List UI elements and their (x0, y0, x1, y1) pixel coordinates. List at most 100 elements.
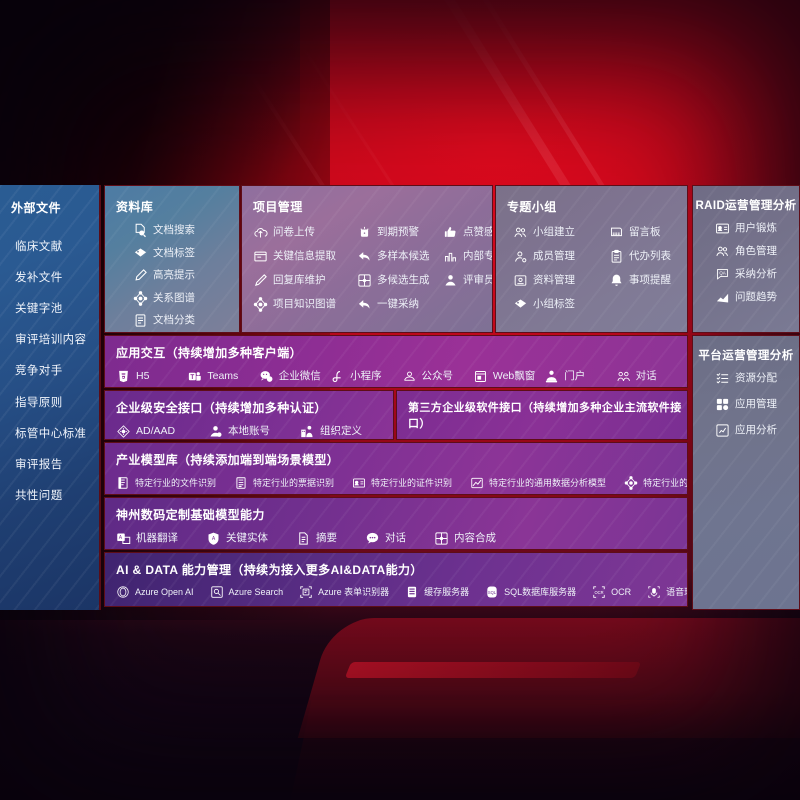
sidebar-item-standards-center[interactable]: 标管中心标准 (15, 427, 87, 440)
ai-item-ocr[interactable]: OCR OCR (592, 585, 631, 599)
security-item-label: 本地账号 (228, 425, 270, 438)
platform-item-app-management[interactable]: 应用管理 (715, 397, 799, 412)
sidebar-item-common-issues[interactable]: 共性问题 (15, 490, 63, 503)
library-item-highlight-hint[interactable]: 高亮提示 (133, 268, 239, 283)
shenzhou-item-summary[interactable]: 摘要 (296, 531, 337, 546)
translate-icon: A (116, 531, 131, 546)
project-item-reply-library[interactable]: 回复库维护 (253, 273, 357, 288)
team-item-group-tag[interactable]: 小组标签 (513, 297, 609, 312)
person-portrait-icon (443, 273, 458, 288)
raid-item-role-management[interactable]: 角色管理 (715, 244, 799, 259)
cache-server-icon (405, 585, 419, 599)
graph-network-icon (133, 290, 148, 306)
team-item-create-group[interactable]: 小组建立 (513, 225, 609, 240)
ai-item-sql-database-server[interactable]: SQL SQL数据库服务器 (485, 585, 576, 599)
app-item-dialog[interactable]: 对话 (616, 369, 687, 384)
team-item-label: 代办列表 (629, 250, 671, 263)
platform-item-app-analysis[interactable]: 应用分析 (715, 423, 799, 438)
shenzhou-item-content-synthesis[interactable]: 内容合成 (434, 531, 496, 546)
library-item-document-category[interactable]: 文档分类 (133, 313, 239, 328)
graph-network-icon (624, 476, 638, 490)
app-item-miniprogram[interactable]: 小程序 (330, 369, 401, 384)
industry-item-file-recognition[interactable]: 特定行业的文件识别 (116, 476, 216, 490)
raid-item-user-training[interactable]: 用户锻炼 (715, 221, 799, 236)
shenzhou-item-dialog[interactable]: 对话 (365, 531, 406, 546)
library-item-relation-graph[interactable]: 关系图谱 (133, 290, 239, 306)
summary-doc-icon (296, 531, 311, 546)
id-card-icon (715, 221, 730, 236)
industry-item-knowledge-graph-model[interactable]: 特定行业的通用知识图谱模型 (624, 476, 687, 490)
team-item-material-management[interactable]: 资料管理 (513, 273, 609, 288)
third-party-interface-panel: 第三方企业级软件接口（持续增加多种企业主流软件接口） API自动化设计器 (396, 390, 688, 440)
project-item-label: 项目知识图谱 (273, 298, 336, 311)
app-item-official-account[interactable]: 公众号 (402, 369, 473, 384)
shenzhou-item-machine-translation[interactable]: A 机器翻译 (116, 531, 178, 546)
sidebar-item-keyword-pool[interactable]: 关键字池 (15, 302, 63, 315)
app-item-wecom[interactable]: 企业微信 (259, 369, 330, 384)
industry-item-receipt-recognition[interactable]: 特定行业的票据识别 (234, 476, 334, 490)
project-item-multi-candidate-gen[interactable]: 多候选生成 (357, 273, 443, 288)
app-interaction-panel: 应用交互（持续增加多种客户端） H5 Teams 企业微信 小程序 (104, 335, 688, 388)
app-item-teams[interactable]: Teams (187, 369, 258, 384)
person-gear-icon (513, 249, 528, 264)
tag-icon (513, 297, 528, 312)
security-item-local-account[interactable]: 本地账号 (208, 424, 300, 439)
raid-item-issue-trend[interactable]: 问题趋势 (715, 290, 799, 305)
openai-icon (116, 585, 130, 599)
project-item-survey-upload[interactable]: 问卷上传 (253, 225, 357, 240)
team-item-member-management[interactable]: 成员管理 (513, 249, 609, 264)
miniprogram-icon (330, 369, 345, 384)
project-item-knowledge-graph[interactable]: 项目知识图谱 (253, 297, 357, 312)
security-item-ad-aad[interactable]: AD/AAD (116, 424, 208, 439)
team-item-event-reminder[interactable]: 事项提醒 (609, 273, 687, 288)
speech-icon (647, 585, 661, 599)
ai-item-cache-server[interactable]: 缓存服务器 (405, 585, 469, 599)
project-item-one-click-adopt[interactable]: 一键采纳 (357, 297, 443, 312)
project-item-multi-sample-candidate[interactable]: 多样本候选 (357, 249, 443, 264)
library-item-document-search[interactable]: 文档搜索 (133, 223, 239, 238)
project-item-internal-expert-rank[interactable]: 内部专家排名 (443, 249, 492, 264)
project-item-reviewer-profile[interactable]: 评审员画像 (443, 273, 492, 288)
app-item-h5[interactable]: H5 (116, 369, 187, 384)
shenzhou-item-key-entity[interactable]: A 关键实体 (206, 531, 268, 546)
project-item-label: 到期预警 (377, 226, 419, 239)
app-item-portal[interactable]: 门户 (544, 369, 615, 384)
sidebar-item-guidelines[interactable]: 指导原则 (15, 396, 63, 409)
project-item-key-info-extract[interactable]: 关键信息提取 (253, 249, 357, 264)
ai-item-form-recognizer[interactable]: Azure 表单识别器 (299, 585, 389, 599)
app-item-web-float-window[interactable]: Web飘窗 (473, 369, 544, 384)
sidebar-item-review-training[interactable]: 审评培训内容 (15, 334, 87, 347)
project-item-expiry-alert[interactable]: 到期预警 (357, 225, 443, 240)
third-party-item-api-designer[interactable]: API自动化设计器 (415, 439, 515, 440)
industry-item-data-analysis-model[interactable]: 特定行业的通用数据分析模型 (470, 476, 606, 490)
shenzhou-item-label: 机器翻译 (136, 532, 178, 545)
sidebar-item-competitors[interactable]: 竞争对手 (15, 365, 63, 378)
sidebar-item-supplement-files[interactable]: 发补文件 (15, 271, 63, 284)
library-item-label: 文档搜索 (153, 224, 195, 237)
team-item-todo-list[interactable]: 代办列表 (609, 249, 687, 264)
shenzhou-model-panel: 神州数码定制基础模型能力 A 机器翻译 A 关键实体 摘要 对话 (104, 497, 688, 550)
data-analysis-icon (470, 476, 484, 490)
svg-text:QA: QA (719, 271, 725, 276)
archive-box-icon (513, 273, 528, 288)
app-item-label: 对话 (635, 370, 657, 383)
document-list-icon (133, 313, 148, 328)
project-item-like-thanks[interactable]: 点赞感谢 (443, 225, 492, 240)
platform-item-resource-allocation[interactable]: 资源分配 (715, 371, 799, 386)
sidebar-item-clinical-literature[interactable]: 临床文献 (15, 240, 63, 253)
search-box-icon (210, 585, 224, 599)
ai-item-azure-open-ai[interactable]: Azure Open AI (116, 585, 194, 599)
security-item-organization-define[interactable]: 组织定义 (300, 424, 392, 439)
graph-network-icon (253, 297, 268, 312)
industry-item-idcard-recognition[interactable]: 特定行业的证件识别 (352, 476, 452, 490)
raid-item-adoption-analysis[interactable]: QA 采纳分析 (715, 267, 799, 282)
sidebar-item-review-report[interactable]: 审评报告 (15, 458, 63, 471)
raid-panel: RAID运营管理分析 用户锻炼 角色管理 QA 采纳分析 问题趋势 (692, 185, 800, 333)
industry-model-panel: 产业模型库（持续添加端到端场景模型） 特定行业的文件识别 特定行业的票据识别 特… (104, 442, 688, 495)
library-item-document-tag[interactable]: 文档标签 (133, 246, 239, 261)
platform-item-label: 应用分析 (735, 424, 777, 437)
ai-item-azure-search[interactable]: Azure Search (210, 585, 283, 599)
team-item-message-board[interactable]: 留言板 (609, 225, 687, 240)
ai-item-speech-understanding[interactable]: 语音理解 (647, 585, 687, 599)
